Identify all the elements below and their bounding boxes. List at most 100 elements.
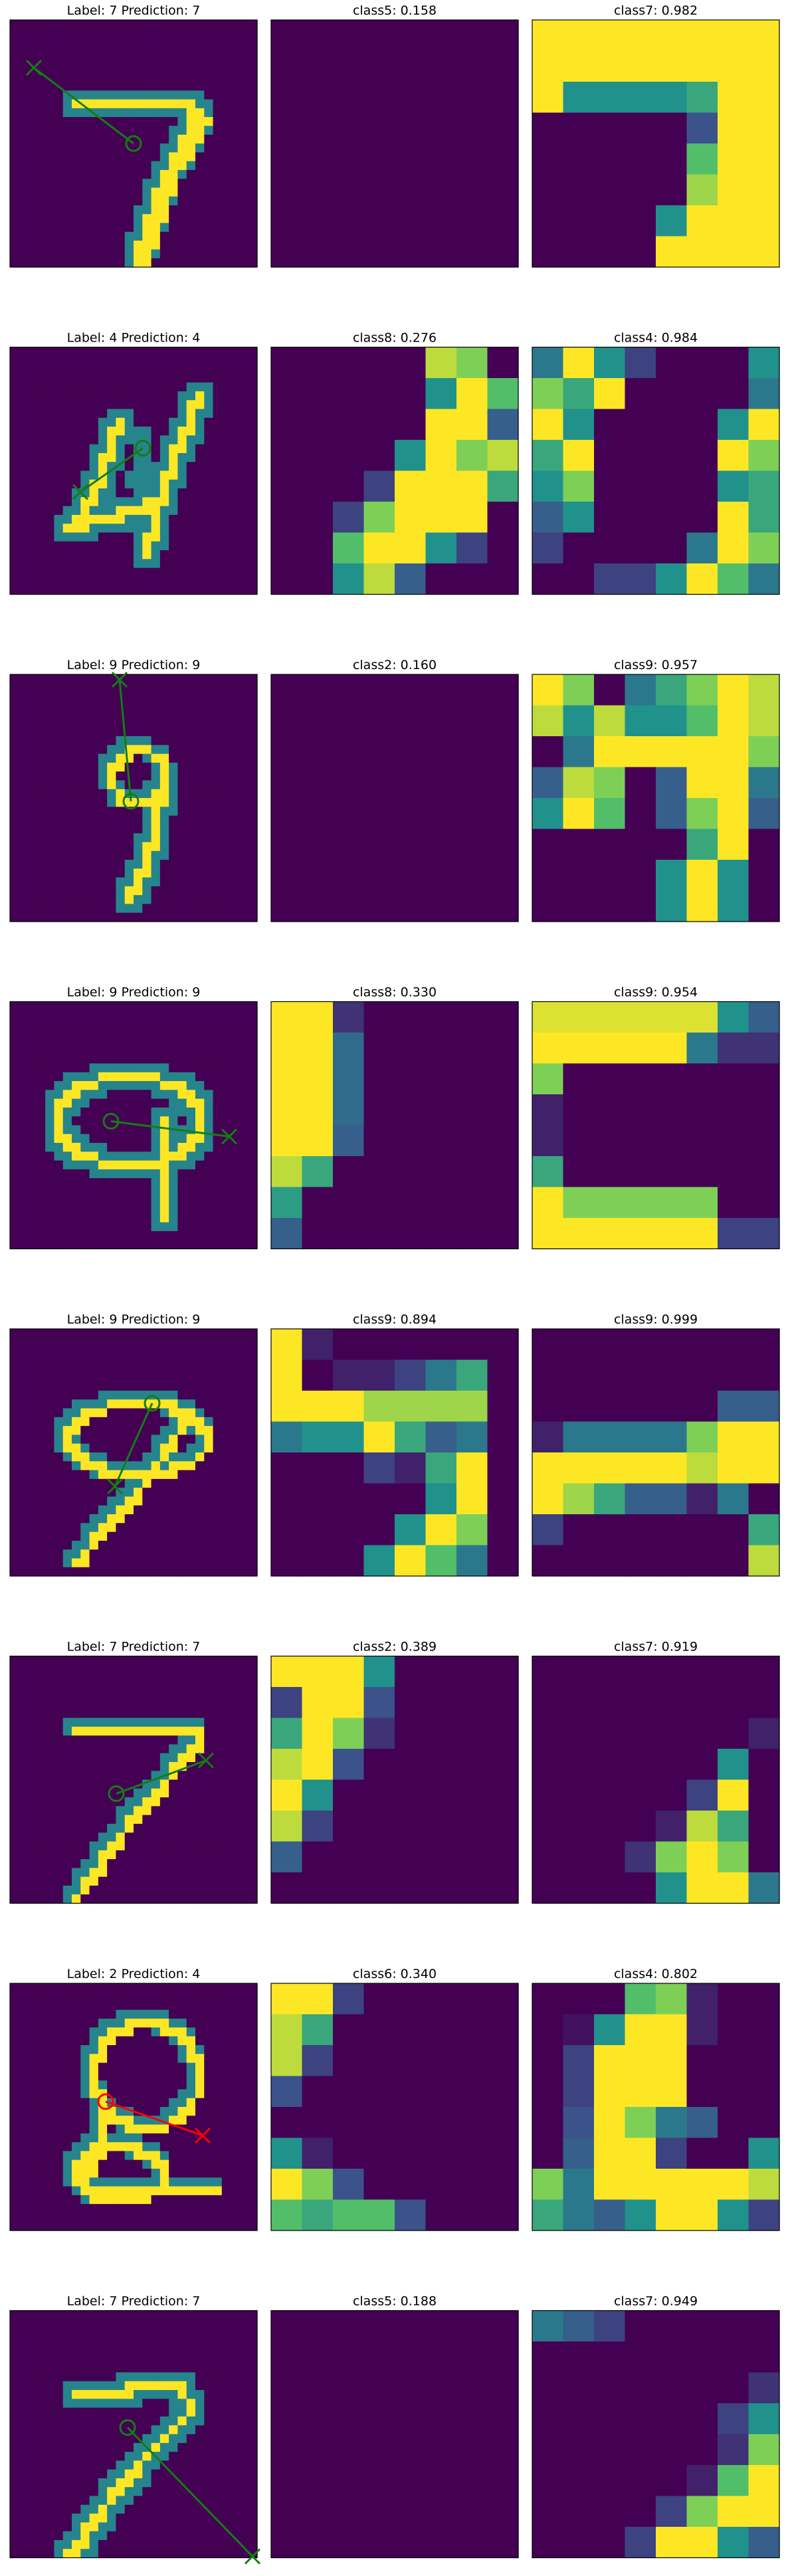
heatmap-cell bbox=[221, 82, 231, 91]
heatmap-cell bbox=[221, 585, 231, 595]
heatmap-cell bbox=[19, 169, 29, 179]
heatmap-cell bbox=[134, 462, 143, 472]
heatmap-cell bbox=[487, 1421, 519, 1453]
heatmap-cell bbox=[231, 187, 241, 197]
heatmap-cell bbox=[19, 214, 29, 224]
heatmap-cell bbox=[62, 904, 72, 914]
heatmap-cell bbox=[213, 409, 223, 419]
heatmap-cell bbox=[62, 382, 72, 392]
heatmap-cell bbox=[98, 1700, 108, 1710]
heatmap-cell bbox=[134, 1391, 143, 1400]
heatmap-cell bbox=[159, 1045, 169, 1055]
heatmap-cell bbox=[107, 692, 117, 702]
heatmap-cell bbox=[27, 1116, 37, 1126]
heatmap-cell bbox=[116, 1452, 126, 1462]
heatmap-cell bbox=[27, 223, 37, 233]
heatmap-cell bbox=[395, 1545, 427, 1577]
heatmap-cell bbox=[239, 1452, 249, 1462]
heatmap-cell bbox=[36, 1329, 46, 1338]
heatmap-cell bbox=[456, 1514, 488, 1546]
heatmap-cell bbox=[456, 470, 488, 502]
heatmap-cell bbox=[186, 1700, 196, 1710]
heatmap-cell bbox=[10, 1753, 19, 1763]
heatmap-cell bbox=[36, 1178, 46, 1188]
heatmap-cell bbox=[116, 196, 126, 206]
heatmap-cell bbox=[80, 391, 90, 401]
heatmap-cell bbox=[10, 126, 19, 136]
heatmap-cell bbox=[10, 824, 19, 834]
heatmap-cell bbox=[10, 1761, 19, 1771]
heatmap-cell bbox=[142, 400, 152, 410]
heatmap-cell bbox=[239, 541, 249, 551]
heatmap-cell bbox=[151, 559, 161, 569]
heatmap-cell bbox=[10, 1771, 19, 1781]
heatmap-cell bbox=[177, 196, 187, 206]
heatmap-cell bbox=[45, 82, 55, 91]
heatmap-cell bbox=[151, 532, 161, 542]
heatmap-cell bbox=[195, 514, 205, 524]
heatmap-cell bbox=[248, 1664, 258, 1674]
heatmap-cell bbox=[231, 1116, 241, 1126]
heatmap-cell bbox=[204, 1514, 214, 1524]
heatmap-cell bbox=[98, 1098, 108, 1108]
heatmap-cell bbox=[80, 417, 90, 427]
heatmap-cell bbox=[72, 1718, 81, 1728]
heatmap-cell bbox=[54, 824, 64, 834]
heatmap-cell bbox=[116, 400, 126, 410]
heatmap-cell bbox=[10, 214, 19, 224]
heatmap-cell bbox=[72, 355, 81, 365]
heatmap-cell bbox=[213, 1461, 223, 1471]
heatmap-cell bbox=[19, 1028, 29, 1038]
heatmap-cell bbox=[36, 1037, 46, 1046]
heatmap-cell bbox=[27, 161, 37, 171]
heatmap-cell bbox=[177, 1470, 187, 1480]
heatmap-cell bbox=[271, 1001, 303, 1033]
heatmap-cell bbox=[718, 1545, 749, 1577]
heatmap-cell bbox=[36, 1435, 46, 1444]
activation-map bbox=[271, 347, 519, 595]
heatmap-cell bbox=[248, 1435, 258, 1444]
heatmap-cell bbox=[10, 753, 19, 763]
heatmap-cell bbox=[151, 1709, 161, 1719]
heatmap-cell bbox=[27, 108, 37, 118]
heatmap-cell bbox=[19, 117, 29, 127]
heatmap-cell bbox=[532, 470, 564, 502]
heatmap-cell bbox=[159, 1435, 169, 1444]
heatmap-cell bbox=[271, 205, 303, 237]
heatmap-cell bbox=[80, 1125, 90, 1135]
heatmap-cell bbox=[563, 1483, 595, 1515]
heatmap-cell bbox=[563, 144, 595, 175]
heatmap-cell bbox=[487, 1094, 519, 1126]
heatmap-cell bbox=[116, 868, 126, 878]
heatmap-cell bbox=[169, 895, 179, 905]
heatmap-cell bbox=[54, 1718, 64, 1728]
heatmap-cell bbox=[625, 890, 656, 922]
heatmap-cell bbox=[363, 860, 395, 892]
heatmap-cell bbox=[89, 1691, 99, 1701]
heatmap-cell bbox=[142, 1505, 152, 1515]
heatmap-cell bbox=[36, 179, 46, 189]
heatmap-cell bbox=[134, 391, 143, 401]
heatmap-cell bbox=[27, 1381, 37, 1391]
heatmap-cell bbox=[239, 1063, 249, 1073]
heatmap-cell bbox=[159, 258, 169, 268]
heatmap-cell bbox=[748, 1187, 780, 1219]
heatmap-cell bbox=[19, 90, 29, 100]
heatmap-cell bbox=[10, 860, 19, 869]
heatmap-cell bbox=[169, 1426, 179, 1436]
heatmap-cell bbox=[425, 236, 457, 268]
heatmap-cell bbox=[656, 798, 688, 830]
heatmap-cell bbox=[231, 780, 241, 790]
heatmap-cell bbox=[748, 440, 780, 472]
heatmap-cell bbox=[72, 850, 81, 860]
heatmap-cell bbox=[204, 365, 214, 374]
heatmap-cell bbox=[169, 1028, 179, 1038]
heatmap-cell bbox=[186, 400, 196, 410]
heatmap-cell bbox=[98, 1567, 108, 1577]
heatmap-cell bbox=[54, 842, 64, 852]
heatmap-cell bbox=[195, 1664, 205, 1674]
heatmap-cell bbox=[98, 241, 108, 250]
heatmap-cell bbox=[98, 833, 108, 843]
heatmap-cell bbox=[363, 236, 395, 268]
heatmap-cell bbox=[142, 789, 152, 799]
